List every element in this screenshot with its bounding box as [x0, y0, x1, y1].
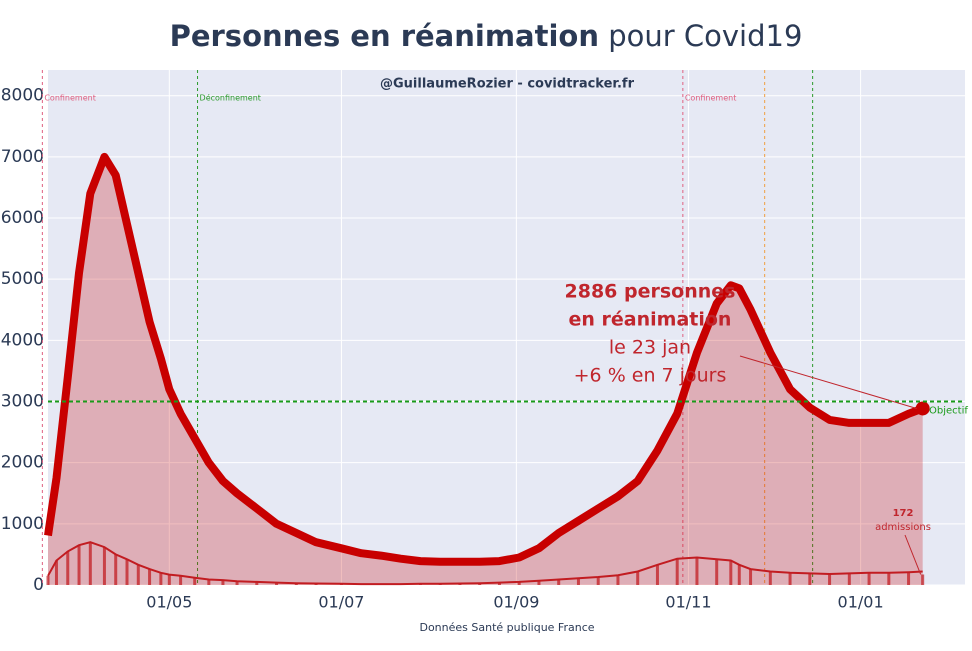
annotation-text: le 23 jan: [609, 337, 691, 359]
y-tick-label: 2000: [1, 453, 44, 473]
y-tick-label: 6000: [1, 208, 44, 228]
target-label: Objectif: [929, 406, 968, 417]
y-tick-label: 1000: [1, 514, 44, 534]
annotation-text: 172: [893, 508, 914, 519]
admission-bar: [275, 582, 279, 585]
annotation-arrow: [739, 355, 917, 409]
area-fill: [48, 156, 923, 585]
admission-bar: [576, 578, 580, 585]
x-tick-label: 01/09: [493, 593, 539, 612]
admission-bar: [737, 564, 741, 585]
x-tick-label: 01/11: [665, 593, 711, 612]
admission-bar: [808, 573, 812, 585]
admission-bar: [887, 572, 891, 585]
admission-bar: [655, 564, 659, 585]
admission-bar: [235, 581, 239, 585]
y-tick-label: 7000: [1, 147, 44, 167]
admission-bar: [596, 577, 600, 585]
admission-bar: [907, 572, 911, 585]
admission-bar: [497, 582, 501, 585]
admission-bar: [695, 557, 699, 585]
admission-bar: [125, 559, 129, 585]
admission-bar: [537, 580, 541, 585]
admission-bar: [749, 569, 753, 585]
icu-line: [44, 152, 925, 566]
admission-bar: [921, 574, 925, 585]
admission-bar: [768, 571, 772, 585]
admission-bar: [136, 564, 140, 585]
admission-bar: [77, 545, 81, 585]
admission-bar: [616, 575, 620, 585]
event-label: Déconfinement: [200, 93, 261, 103]
admission-bar: [715, 559, 719, 585]
admission-bar: [102, 547, 106, 585]
y-tick-label: 4000: [1, 330, 44, 350]
annotation-text: +6 % en 7 jours: [574, 365, 727, 387]
y-tick-label: 0: [33, 575, 44, 595]
admission-bar: [167, 574, 171, 585]
admission-line: [47, 541, 923, 586]
x-axis-label: Données Santé publique France: [419, 621, 594, 634]
annotation-text: en réanimation: [569, 309, 732, 331]
admission-bar: [88, 542, 92, 585]
admission-bar: [255, 581, 259, 585]
admission-bar: [847, 573, 851, 585]
admission-bar: [828, 573, 832, 585]
admission-bar: [114, 554, 118, 585]
chart-title-group: Personnes en réanimation pour Covid19: [170, 19, 803, 53]
chart-title: Personnes en réanimation: [170, 19, 599, 53]
admission-bar: [788, 572, 792, 585]
admission-bar: [636, 571, 640, 585]
x-tick-label: 01/05: [146, 593, 192, 612]
x-tick-label: 01/01: [838, 593, 884, 612]
last-point: [915, 401, 930, 416]
event-label: Confinement: [44, 94, 96, 103]
admission-bar: [221, 580, 225, 585]
admission-bar: [675, 558, 679, 585]
admission-bar: [66, 551, 70, 585]
admission-bar: [867, 572, 871, 585]
admission-bar: [193, 577, 197, 585]
y-tick-label: 8000: [1, 86, 44, 106]
annotation-text: 2886 personnes: [565, 281, 736, 303]
x-tick-label: 01/07: [318, 593, 364, 612]
admission-bar: [207, 579, 211, 585]
admission-bar: [148, 569, 152, 585]
admission-bar: [54, 560, 58, 585]
admission-bar: [557, 579, 561, 585]
y-tick-label: 3000: [1, 392, 44, 412]
subtitle: @GuillaumeRozier - covidtracker.fr: [380, 77, 635, 92]
admission-bar: [46, 575, 50, 585]
y-tick-label: 5000: [1, 269, 44, 289]
admission-bar: [159, 572, 163, 585]
chart-title-suffix: pour Covid19: [608, 19, 802, 53]
admission-bar: [517, 581, 521, 585]
event-label: Confinement: [685, 94, 737, 103]
admission-bar: [729, 560, 733, 585]
annotation-arrow: [904, 534, 922, 575]
annotation-text: admissions: [875, 522, 931, 533]
admission-bar: [179, 575, 183, 585]
